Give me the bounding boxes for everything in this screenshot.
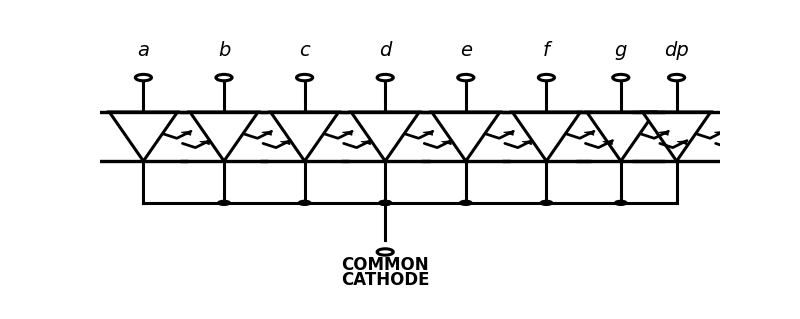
Text: d: d [379, 41, 391, 60]
Polygon shape [512, 112, 581, 161]
Circle shape [379, 200, 391, 205]
Polygon shape [586, 112, 655, 161]
Text: e: e [460, 41, 472, 60]
Text: CATHODE: CATHODE [341, 271, 430, 289]
Circle shape [459, 200, 472, 205]
Polygon shape [342, 131, 352, 135]
Polygon shape [280, 141, 290, 145]
Polygon shape [351, 112, 419, 161]
Polygon shape [714, 131, 724, 135]
Polygon shape [503, 131, 514, 135]
Circle shape [218, 200, 230, 205]
Polygon shape [584, 131, 594, 135]
Text: b: b [218, 41, 230, 60]
Circle shape [379, 200, 391, 205]
Circle shape [540, 200, 553, 205]
Text: c: c [299, 41, 310, 60]
Polygon shape [270, 112, 338, 161]
Polygon shape [432, 112, 500, 161]
Text: COMMON: COMMON [342, 256, 429, 274]
Polygon shape [642, 112, 710, 161]
Polygon shape [602, 141, 613, 145]
Polygon shape [190, 112, 258, 161]
Text: dp: dp [664, 41, 689, 60]
Polygon shape [677, 141, 687, 145]
Polygon shape [522, 141, 532, 145]
Polygon shape [733, 141, 742, 145]
Circle shape [298, 200, 310, 205]
Polygon shape [110, 112, 178, 161]
Polygon shape [442, 141, 451, 145]
Text: g: g [614, 41, 627, 60]
Polygon shape [200, 141, 210, 145]
Polygon shape [658, 131, 668, 135]
Text: f: f [543, 41, 550, 60]
Polygon shape [181, 131, 191, 135]
Polygon shape [262, 131, 271, 135]
Text: a: a [138, 41, 150, 60]
Circle shape [614, 200, 627, 205]
Polygon shape [361, 141, 370, 145]
Polygon shape [423, 131, 433, 135]
